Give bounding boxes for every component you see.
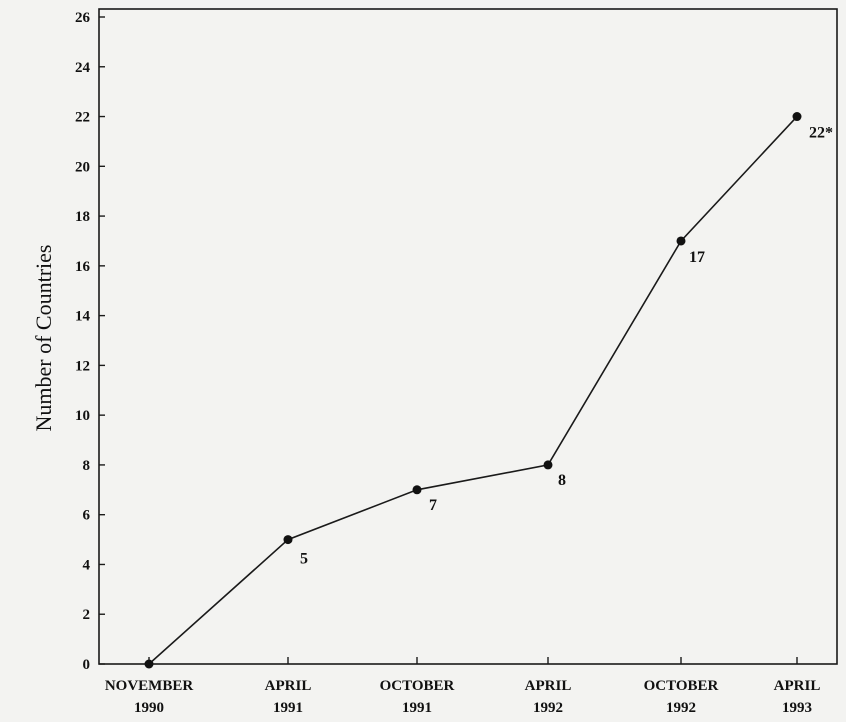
x-tick-label-year: 1993 [782,700,812,716]
x-tick-label: APRIL [265,678,312,694]
data-labels: 5 7 8 17 22* [300,125,833,568]
y-tick-label: 4 [83,557,91,573]
data-point [283,535,293,545]
data-point [412,485,422,495]
data-label: 8 [558,472,566,489]
y-tick-label: 20 [75,159,90,175]
data-point [543,460,553,470]
x-tick-label-year: 1992 [533,700,563,716]
y-tick-label: 6 [83,508,91,524]
y-tick-label: 2 [83,607,91,623]
x-tick-label-year: 1991 [273,700,303,716]
y-tick-label: 24 [75,60,91,76]
series-line [148,115,798,665]
data-label: 5 [300,551,308,568]
x-tick-label: NOVEMBER [105,678,194,694]
x-axis-ticks: NOVEMBER 1990 APRIL 1991 OCTOBER 1991 APRIL 199… [105,657,821,716]
x-tick-label: OCTOBER [380,678,455,694]
y-tick-label: 8 [83,458,91,474]
y-tick-label: 14 [75,309,91,325]
data-markers [144,112,802,669]
y-axis-label: Number of Countries [31,245,56,432]
y-tick-label: 10 [75,408,90,424]
x-tick-label-year: 1991 [402,700,432,716]
data-label: 7 [429,497,437,514]
y-tick-label: 0 [83,657,91,673]
data-point [676,236,686,246]
data-point [144,659,154,669]
data-point [792,112,802,122]
x-tick-label: OCTOBER [644,678,719,694]
y-tick-label: 26 [75,10,91,26]
y-tick-label: 18 [75,209,90,225]
x-tick-label: APRIL [525,678,572,694]
plot-frame [98,8,838,665]
x-tick-label: APRIL [774,678,821,694]
data-label: 17 [689,249,705,266]
y-tick-label: 16 [75,259,91,275]
data-label: 22* [809,125,833,142]
y-tick-label: 22 [75,110,90,126]
y-tick-label: 12 [75,358,90,374]
x-tick-label-year: 1992 [666,700,696,716]
x-tick-label-year: 1990 [134,700,164,716]
